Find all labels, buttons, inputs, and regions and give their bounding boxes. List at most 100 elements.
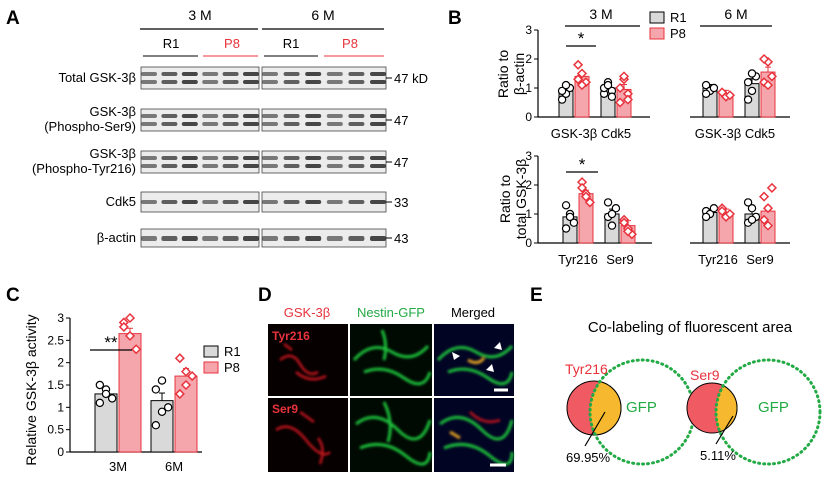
data-point-p8 [131,344,142,355]
arrowhead-icon [494,342,502,350]
blot-size-label: 47 [394,113,408,128]
blot-band [141,236,157,241]
data-point-r1 [743,95,753,104]
blot-band [262,236,278,241]
blot-band [243,72,259,76]
data-point-r1 [151,385,161,394]
blot-band [243,156,259,160]
blot-band [305,200,322,204]
data-point-p8 [619,217,630,228]
blot-band [161,72,178,76]
blot-row-label: β-actin [97,230,136,245]
data-point-r1 [611,203,621,213]
blot-band [161,122,178,126]
data-point-p8 [759,191,770,202]
blot-strip [261,191,387,213]
blot-band [283,164,300,168]
blot-row-label: GSK-3β (Phospho-Ser9) [44,104,136,134]
blot-band [141,114,157,118]
blot-band [181,200,198,204]
blot-band [262,122,278,126]
venn-label-gfp: GFP [626,399,657,416]
blot-band [181,164,198,168]
micrograph-tyr216-gfp [350,324,432,396]
group-label-6m: 6 M [724,6,747,22]
data-point-p8 [174,353,185,364]
data-point-p8 [724,208,735,220]
blot-row-label: Total GSK-3β [58,70,136,85]
data-point-r1 [557,95,567,104]
blot-band [202,72,219,76]
venn-gfp-circle [714,358,822,466]
blot-band [262,156,278,160]
blot-band [222,156,239,160]
blot-band [262,72,278,76]
blot-band [370,156,386,160]
venn-pointer [715,415,734,445]
blot-band [326,80,343,84]
blot-band [262,80,278,84]
blot-row-label: Cdk5 [106,194,136,209]
data-point-r1 [709,83,719,93]
data-point-r1 [95,380,105,390]
data-point-p8 [724,90,735,101]
data-point-r1 [607,92,617,101]
blot-band [243,114,259,118]
blot-band [181,72,198,76]
venn-overlap [716,382,738,434]
blot-sub-p8-6m: P8 [342,36,358,51]
micrograph-ser9-gsk [268,398,348,472]
data-point-p8 [124,330,136,341]
data-point-r1 [607,209,617,219]
panel-d-label: D [258,285,272,306]
data-point-r1 [747,69,757,78]
data-point-p8 [180,379,192,391]
data-point-p8 [576,68,588,79]
venn-label-gfp: GFP [758,399,789,416]
data-point-r1 [743,77,753,87]
blot-size-label: 33 [394,195,408,210]
blot-band [181,114,198,118]
y-tick-label: 0 [525,110,532,124]
blot-band [370,164,386,168]
y-tick-label: 2 [525,178,532,192]
legend-swatch-r1 [649,11,665,24]
blot-band [243,236,259,241]
y-tick-label: 1 [525,207,532,221]
x-tick-label: Ser9 [606,252,633,267]
data-point-p8 [622,226,634,237]
blot-band [370,236,386,241]
blot-strip [261,66,387,90]
data-point-p8 [717,206,728,217]
data-point-p8 [615,82,626,94]
chart-c: 0 0.5 1 1.5 2 2.5 3 Relative GSK-3β activity 3M 6… [23,311,241,474]
y-axis-label: Ratio tototal GSK-3β [497,159,529,239]
blot-band [348,72,365,76]
x-tick-label: Cdk5 [601,126,631,141]
significance-label: ** [104,333,118,352]
data-point-r1 [603,198,613,207]
data-point-p8 [580,191,592,202]
venn-tyr216: Tyr216 GFP 69.95% [565,358,696,466]
y-tick-label: 2 [525,52,532,66]
blot-band [305,236,322,241]
blot-band [202,236,219,241]
blot-band [326,236,343,241]
data-point-r1 [607,221,617,230]
blot-band [161,80,178,84]
x-tick-label: GSK-3β [695,126,742,141]
data-point-r1 [561,201,571,210]
blot-strip [261,150,387,174]
blot-band [370,114,386,118]
blot-band [141,80,157,84]
data-point-r1 [561,80,571,90]
panel-c-label: C [6,285,20,306]
x-tick-label: Ser9 [746,252,773,267]
blot-band [370,80,386,84]
blot-sub-r1-6m: R1 [283,36,300,51]
data-point-r1 [743,198,753,207]
data-point-p8 [577,182,588,193]
blot-band [305,114,322,118]
